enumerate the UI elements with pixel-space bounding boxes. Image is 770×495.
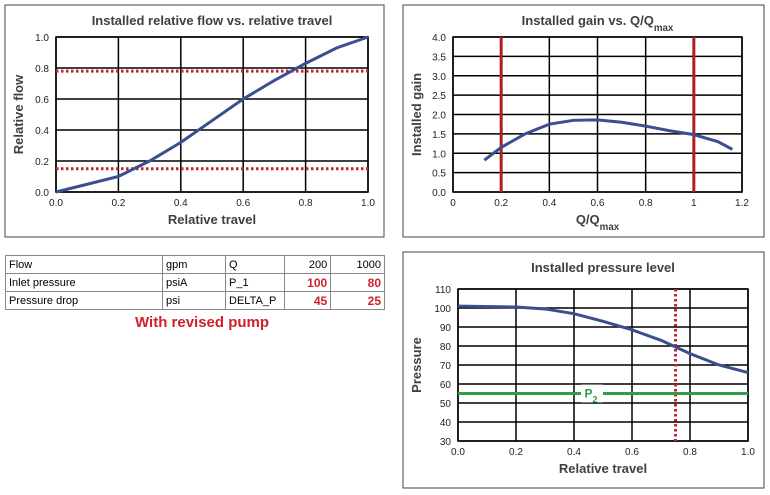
x-tick-label: 0.4 xyxy=(174,198,188,209)
y-tick-label: 0.0 xyxy=(432,188,446,199)
x-tick-label: 0 xyxy=(450,198,456,209)
annotation-sub: 2 xyxy=(593,395,598,405)
note: With revised pump xyxy=(135,314,270,331)
x-tick-label: 0.6 xyxy=(236,198,250,209)
x-axis-label-main: Relative travel xyxy=(168,212,256,227)
x-tick-label: 1.0 xyxy=(361,198,375,209)
cell: Pressure drop xyxy=(5,291,163,310)
data-table: Flow gpm Q 200 1000 Inlet pressure psiA … xyxy=(5,255,385,310)
data-line xyxy=(55,35,369,194)
table-row: Flow gpm Q 200 1000 xyxy=(5,255,385,274)
x-tick-label: 0.8 xyxy=(639,198,653,209)
chart-title: Installed pressure level xyxy=(531,260,675,275)
cell: Q xyxy=(225,255,285,274)
data-line xyxy=(457,304,749,375)
chart-frame xyxy=(4,4,385,238)
cell: Flow xyxy=(5,255,163,274)
y-tick-label: 2.5 xyxy=(432,91,446,102)
annotation: P2 xyxy=(584,387,597,405)
data-line xyxy=(483,118,734,162)
x-tick-label: 1 xyxy=(691,198,697,209)
cell: psiA xyxy=(162,273,226,292)
y-tick-label: 80 xyxy=(440,342,452,353)
y-tick-label: 0.4 xyxy=(35,126,49,137)
annotation-bg xyxy=(581,384,603,403)
chart-title: Installed gain vs. Q/Qmax xyxy=(522,13,674,34)
y-tick-label: 50 xyxy=(440,399,452,410)
chart-title-main: Installed gain vs. Q/Q xyxy=(522,13,654,28)
y-tick-label: 40 xyxy=(440,418,452,429)
y-tick-label: 1.0 xyxy=(35,33,49,44)
y-tick-label: 100 xyxy=(434,304,451,315)
y-axis-label: Relative flow xyxy=(11,74,26,154)
plot-frame xyxy=(55,36,369,193)
x-axis-label-sub: max xyxy=(600,222,620,233)
chart-title: Installed relative flow vs. relative tra… xyxy=(92,13,333,28)
annotation-main: P xyxy=(584,387,592,401)
x-axis-label-main: Q/Q xyxy=(576,212,600,227)
x-tick-label: 0.2 xyxy=(509,447,523,458)
cell: DELTA_P xyxy=(225,291,285,310)
y-tick-label: 0.5 xyxy=(432,169,446,180)
x-tick-label: 0.2 xyxy=(494,198,508,209)
chart-title-sub: max xyxy=(654,23,674,34)
table-row: Pressure drop psi DELTA_P 45 25 xyxy=(5,291,385,310)
cell: 200 xyxy=(283,255,332,274)
cell: 1000 xyxy=(330,255,385,274)
x-tick-label: 0.4 xyxy=(542,198,556,209)
x-tick-label: 0.4 xyxy=(567,447,581,458)
x-axis-label-main: Relative travel xyxy=(559,461,647,476)
chart-frame xyxy=(402,4,765,238)
y-tick-label: 2.0 xyxy=(432,111,446,122)
y-tick-label: 3.0 xyxy=(432,72,446,83)
chart-title-main: Installed relative flow vs. relative tra… xyxy=(92,13,333,28)
y-axis-label: Pressure xyxy=(409,337,424,393)
x-tick-label: 0.0 xyxy=(49,198,63,209)
y-tick-label: 4.0 xyxy=(432,33,446,44)
y-tick-label: 0.8 xyxy=(35,64,49,75)
cell: 80 xyxy=(330,273,385,292)
x-tick-label: 1.0 xyxy=(741,447,755,458)
y-tick-label: 1.5 xyxy=(432,130,446,141)
chart-title-main: Installed pressure level xyxy=(531,260,675,275)
cell: P_1 xyxy=(225,273,285,292)
x-tick-label: 0.6 xyxy=(591,198,605,209)
y-tick-label: 70 xyxy=(440,361,452,372)
y-tick-label: 90 xyxy=(440,323,452,334)
y-tick-label: 0.0 xyxy=(35,188,49,199)
table-row: Inlet pressure psiA P_1 100 80 xyxy=(5,273,385,292)
x-axis-label: Relative travel xyxy=(168,212,256,227)
x-tick-label: 0.8 xyxy=(299,198,313,209)
y-axis-label: Installed gain xyxy=(409,73,424,156)
y-tick-label: 0.6 xyxy=(35,95,49,106)
y-tick-label: 1.0 xyxy=(432,149,446,160)
plot-frame xyxy=(452,36,743,193)
cell: psi xyxy=(162,291,226,310)
x-axis-label: Relative travel xyxy=(559,461,647,476)
x-tick-label: 1.2 xyxy=(735,198,749,209)
cell: 25 xyxy=(330,291,385,310)
y-tick-label: 0.2 xyxy=(35,157,49,168)
cell: gpm xyxy=(162,255,226,274)
x-tick-label: 0.6 xyxy=(625,447,639,458)
cell: 100 xyxy=(283,273,332,292)
plot-frame xyxy=(457,288,749,442)
y-tick-label: 110 xyxy=(435,285,451,296)
x-tick-label: 0.0 xyxy=(451,447,465,458)
y-tick-label: 60 xyxy=(440,380,452,391)
x-tick-label: 0.8 xyxy=(683,447,697,458)
y-tick-label: 30 xyxy=(440,437,452,448)
chart-frame xyxy=(402,251,765,489)
x-axis-label: Q/Qmax xyxy=(576,212,620,233)
cell: Inlet pressure xyxy=(5,273,163,292)
cell: 45 xyxy=(283,291,332,310)
y-tick-label: 3.5 xyxy=(432,52,446,63)
x-tick-label: 0.2 xyxy=(111,198,125,209)
